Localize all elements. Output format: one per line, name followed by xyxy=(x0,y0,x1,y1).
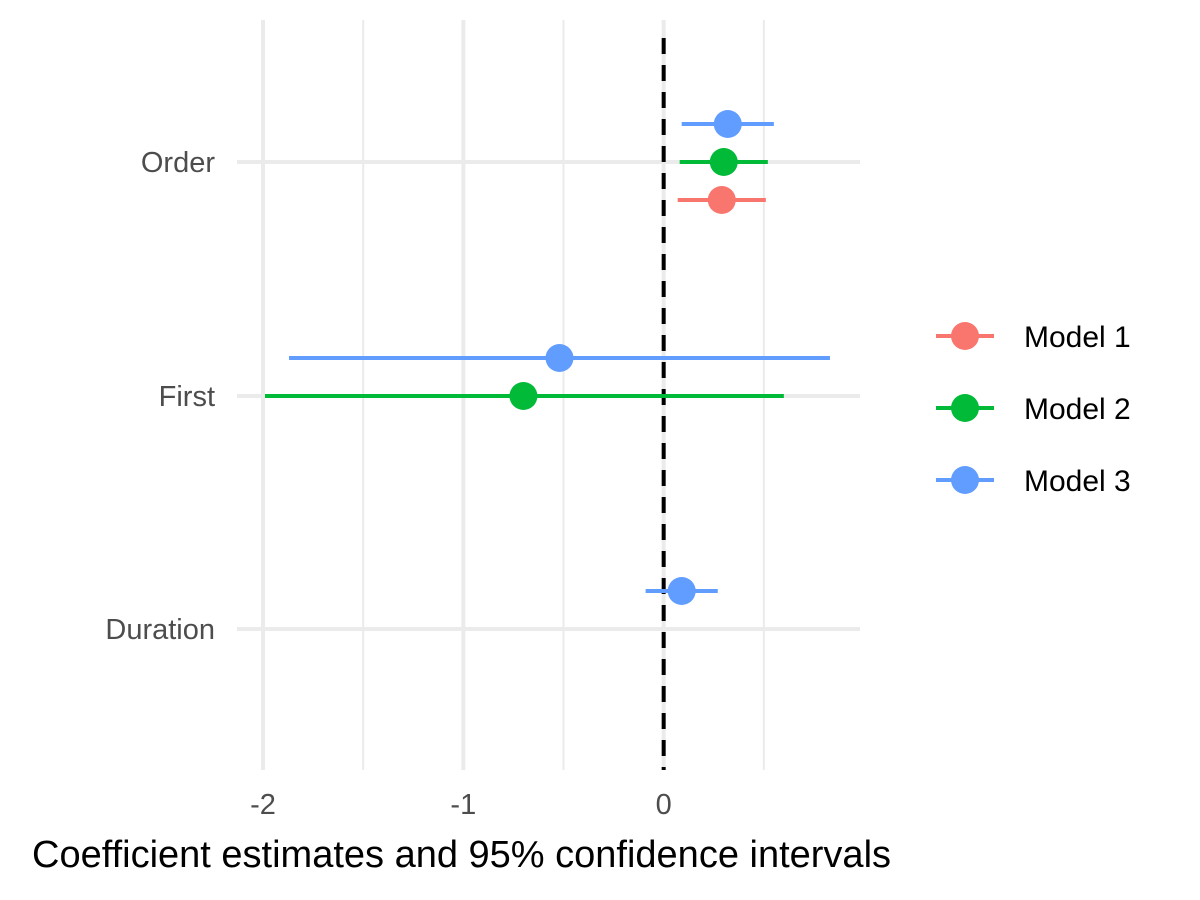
x-tick-label: 0 xyxy=(656,789,672,821)
x-tick-label: -2 xyxy=(250,789,276,821)
point-model-3-duration xyxy=(667,577,696,605)
x-axis-title: Coefficient estimates and 95% confidence… xyxy=(32,834,891,876)
point-model-2-order xyxy=(709,148,738,176)
legend-label: Model 3 xyxy=(1024,465,1131,498)
legend-label: Model 1 xyxy=(1024,321,1131,354)
legend-key-point xyxy=(951,466,979,494)
legend-label: Model 2 xyxy=(1024,393,1131,426)
x-tick-labels: -2 -1 0 xyxy=(250,789,672,821)
legend-key-point xyxy=(951,394,979,422)
point-model-3-first xyxy=(545,344,574,372)
marks-layer xyxy=(265,110,830,605)
point-model-2-first xyxy=(509,382,538,410)
legend-item-model-1: Model 1 xyxy=(936,321,1131,354)
y-tick-label-order: Order xyxy=(141,147,215,179)
point-model-3-order xyxy=(713,110,742,138)
y-tick-label-duration: Duration xyxy=(105,614,215,646)
legend-item-model-3: Model 3 xyxy=(936,465,1131,498)
y-tick-labels: Order First Duration xyxy=(105,147,215,646)
y-tick-label-first: First xyxy=(159,381,215,413)
legend: Model 1 Model 2 Model 3 xyxy=(936,321,1131,498)
x-tick-label: -1 xyxy=(450,789,476,821)
legend-item-model-2: Model 2 xyxy=(936,393,1131,426)
point-model-1-order xyxy=(707,186,736,214)
legend-key-point xyxy=(951,322,979,350)
